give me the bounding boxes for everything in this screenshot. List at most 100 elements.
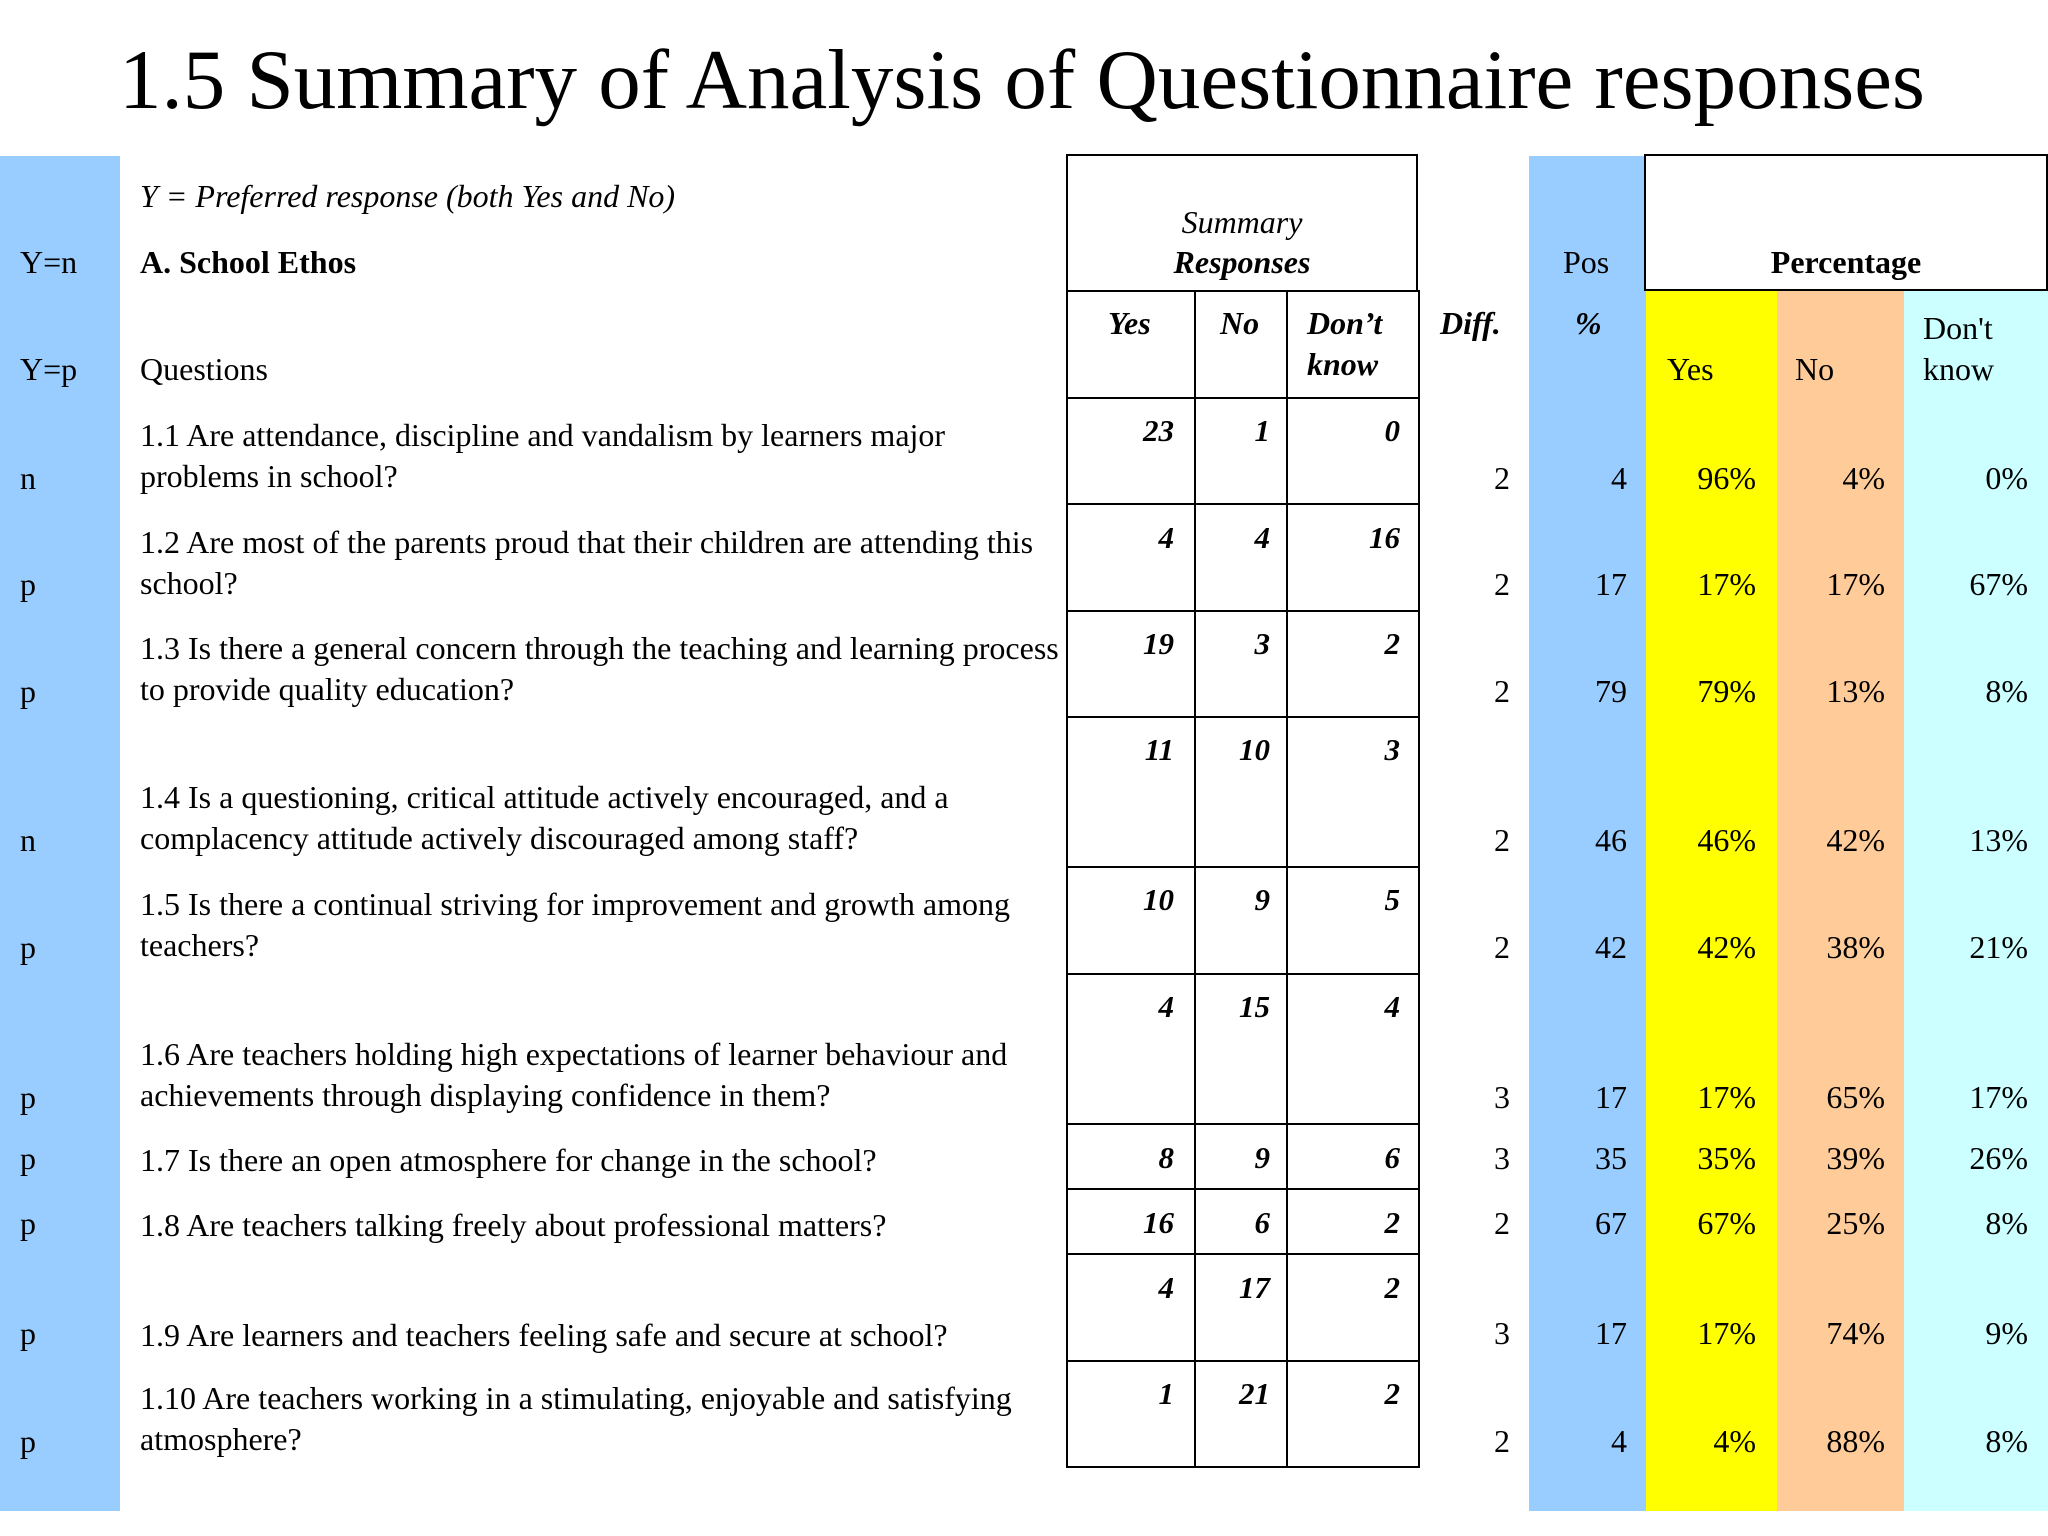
- count-yes: 1: [1158, 1376, 1175, 1411]
- pct-no-value: 4%: [1842, 460, 1885, 496]
- count-no: 21: [1239, 1376, 1270, 1411]
- code-yn-label: Y=n: [20, 244, 78, 280]
- count-dontknow: 2: [1384, 1205, 1401, 1240]
- pct-dontknow-value: 8%: [1985, 1423, 2028, 1459]
- question-text: 1.10 Are teachers working in a stimulati…: [140, 1380, 1012, 1457]
- pct-no-header: No: [1795, 351, 1835, 387]
- grid-horizontal-line: [1066, 1466, 1420, 1468]
- grid-horizontal-line: [1066, 1360, 1420, 1362]
- page-title: 1.5 Summary of Analysis of Questionnaire…: [119, 33, 1926, 127]
- grid-horizontal-line: [1066, 1123, 1420, 1125]
- grid-horizontal-line: [1066, 716, 1420, 718]
- code-yp-label: Y=p: [20, 351, 78, 387]
- count-yes: 4: [1158, 520, 1175, 555]
- pct-dontknow-header-2: know: [1923, 351, 1995, 387]
- pct-no-value: 39%: [1826, 1140, 1885, 1176]
- summary-header-box: [1066, 154, 1418, 291]
- pct-yes-value: 17%: [1697, 1079, 1756, 1115]
- pos-value: 17: [1595, 1315, 1627, 1351]
- count-dontknow: 2: [1384, 1270, 1401, 1305]
- pct-yes-value: 17%: [1697, 566, 1756, 602]
- pct-no-value: 65%: [1826, 1079, 1885, 1115]
- count-dontknow: 2: [1384, 1376, 1401, 1411]
- pct-yes-value: 35%: [1697, 1140, 1756, 1176]
- pos-value: 42: [1595, 929, 1627, 965]
- col-pos-header: Pos: [1563, 244, 1610, 280]
- diff-value: 2: [1494, 460, 1510, 496]
- count-no: 9: [1254, 882, 1271, 917]
- pos-value: 67: [1595, 1205, 1627, 1241]
- pct-dontknow-value: 9%: [1985, 1315, 2028, 1351]
- pct-no-value: 42%: [1826, 822, 1885, 858]
- pct-yes-value: 79%: [1697, 673, 1756, 709]
- count-yes: 16: [1143, 1205, 1174, 1240]
- row-code: p: [20, 1423, 36, 1459]
- count-no: 6: [1254, 1205, 1271, 1240]
- diff-value: 2: [1494, 1205, 1510, 1241]
- row-code: p: [20, 1140, 36, 1176]
- pos-value: 17: [1595, 1079, 1627, 1115]
- pct-dontknow-value: 13%: [1969, 822, 2028, 858]
- count-dontknow: 6: [1384, 1140, 1401, 1175]
- count-no: 9: [1254, 1140, 1271, 1175]
- pct-yes-value: 4%: [1713, 1423, 1756, 1459]
- pos-value: 35: [1595, 1140, 1627, 1176]
- count-no: 3: [1254, 626, 1271, 661]
- grid-horizontal-line: [1066, 1253, 1420, 1255]
- grid-horizontal-line: [1066, 503, 1420, 505]
- pct-yes-value: 42%: [1697, 929, 1756, 965]
- diff-value: 2: [1494, 929, 1510, 965]
- col-diff-header: Diff.: [1440, 305, 1501, 341]
- count-yes: 4: [1158, 989, 1175, 1024]
- grid-horizontal-line: [1066, 866, 1420, 868]
- count-dontknow: 16: [1369, 520, 1400, 555]
- pos-value: 4: [1611, 460, 1627, 496]
- percentage-header-box: [1644, 154, 2048, 291]
- section-title: A. School Ethos: [140, 244, 357, 280]
- pct-dontknow-value: 8%: [1985, 1205, 2028, 1241]
- pct-dontknow-header: Don't: [1923, 310, 1993, 346]
- count-yes: 11: [1144, 732, 1174, 767]
- pct-dontknow-value: 21%: [1969, 929, 2028, 965]
- pos-value: 17: [1595, 566, 1627, 602]
- grid-horizontal-line: [1066, 610, 1420, 612]
- col-pos-percent: %: [1575, 305, 1602, 341]
- diff-value: 2: [1494, 822, 1510, 858]
- count-yes: 23: [1143, 413, 1174, 448]
- pos-column-band: [1529, 156, 1646, 1511]
- pct-yes-value: 46%: [1697, 822, 1756, 858]
- row-code: n: [20, 460, 36, 496]
- pct-dontknow-value: 0%: [1985, 460, 2028, 496]
- pct-no-value: 13%: [1826, 673, 1885, 709]
- col-yes-header: Yes: [1108, 305, 1151, 341]
- count-no: 15: [1239, 989, 1270, 1024]
- question-text: 1.3 Is there a general concern through t…: [140, 630, 1059, 707]
- question-text: 1.1 Are attendance, discipline and vanda…: [140, 417, 946, 494]
- count-no: 1: [1254, 413, 1271, 448]
- grid-horizontal-line: [1066, 290, 1420, 292]
- grid-vertical-line: [1286, 290, 1288, 1468]
- count-yes: 4: [1158, 1270, 1175, 1305]
- question-text: 1.4 Is a questioning, critical attitude …: [140, 779, 949, 856]
- pct-yes-value: 67%: [1697, 1205, 1756, 1241]
- count-yes: 19: [1143, 626, 1174, 661]
- col-no-header: No: [1220, 305, 1260, 341]
- grid-vertical-line: [1194, 290, 1196, 1468]
- legend-text: Y = Preferred response (both Yes and No): [140, 178, 676, 214]
- pct-no-value: 74%: [1826, 1315, 1885, 1351]
- pct-no-band: [1777, 290, 1904, 1511]
- diff-value: 2: [1494, 1423, 1510, 1459]
- grid-horizontal-line: [1066, 1188, 1420, 1190]
- row-code: n: [20, 822, 36, 858]
- question-text: 1.5 Is there a continual striving for im…: [140, 886, 1011, 963]
- col-dontknow-header: Don’t: [1307, 305, 1383, 341]
- questions-label: Questions: [140, 351, 268, 387]
- grid-horizontal-line: [1066, 973, 1420, 975]
- count-yes: 10: [1143, 882, 1174, 917]
- row-code: p: [20, 673, 36, 709]
- count-dontknow: 3: [1384, 732, 1401, 767]
- diff-value: 3: [1494, 1315, 1510, 1351]
- pos-value: 46: [1595, 822, 1627, 858]
- count-yes: 8: [1158, 1140, 1175, 1175]
- row-code: p: [20, 929, 36, 965]
